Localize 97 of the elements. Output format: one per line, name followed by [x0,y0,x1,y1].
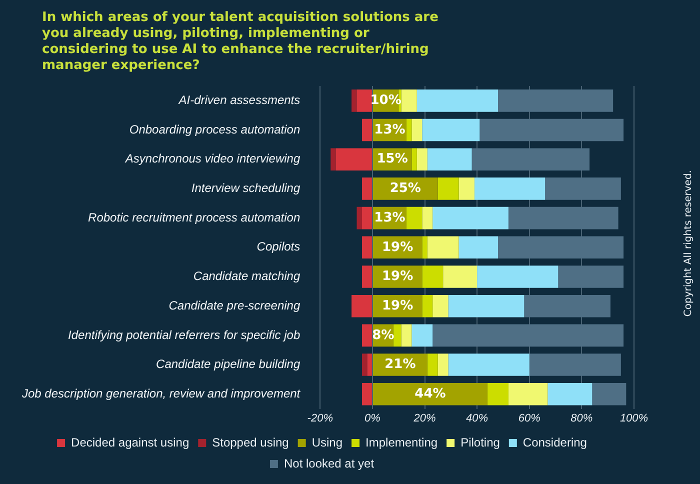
y-tick-label: Candidate pipeline building [156,357,300,372]
bar [356,90,372,112]
legend-label: Not looked at yet [284,456,375,470]
x-tick-label: 40% [466,412,488,424]
bar [412,148,417,171]
bar [352,90,357,112]
legend-label: Stopped using [212,435,289,450]
bar [427,236,459,259]
legend-label: Using [312,435,343,450]
data-label: 19% [382,240,414,255]
bar [432,324,624,347]
bar [416,148,428,171]
bar [362,178,372,200]
bar [401,324,412,347]
bar [362,324,372,347]
bar [416,90,498,112]
bar [422,266,444,288]
bar [524,294,610,318]
bar [422,236,428,259]
bar [412,118,422,142]
bar [422,118,480,142]
bar [362,206,372,230]
data-label: 21% [384,357,416,372]
bar [480,118,624,142]
y-tick-label: AI-driven assessments [178,93,300,108]
bar [432,294,448,318]
bar [422,294,433,318]
data-label: 8% [372,328,394,343]
x-tick-label: 20% [412,412,436,424]
bar [401,90,417,112]
legend-label: Implementing [366,435,438,450]
bar [448,354,530,376]
bar [412,324,433,347]
y-tick-label: Robotic recruitment process automation [88,210,300,224]
bar [474,178,546,200]
legend-label: Decided against using [71,435,190,450]
x-tick-label: 80% [570,412,593,424]
bar [438,178,459,200]
bar [458,178,474,200]
bar [406,206,422,230]
y-tick-label: Candidate matching [193,269,300,284]
bar [352,294,372,318]
bar [362,236,372,259]
bar [362,118,372,142]
data-label: 13% [374,122,406,138]
bar [362,266,372,288]
chart-title: In which areas of your talent acquisition solutions are you already using, piloting, implementing or considering to use AI to enhance the recruiter/hiring manager experience? [42,10,440,74]
data-label: 19% [382,298,414,314]
x-tick-label: -20% [307,412,334,424]
bar [448,294,524,318]
bar [336,148,372,171]
y-tick-label: Identifying potential referrers for specific job [68,328,300,342]
bar [432,206,508,230]
bar [372,382,488,406]
data-label: 13% [374,210,406,226]
bar [356,206,362,230]
bar [498,90,614,112]
bar [330,148,336,171]
data-label: 25% [390,181,421,196]
y-tick-label: Job description generation, review and improvement [20,386,301,400]
bar [498,236,624,259]
bar [545,178,621,200]
bar [427,354,438,376]
bar [472,148,590,171]
bar [406,118,412,142]
bar [592,382,626,406]
bar [508,382,548,406]
bar [548,382,592,406]
bar [488,382,508,406]
y-tick-label: Candidate pre-screening [168,298,300,312]
legend-label: Piloting [460,435,500,450]
data-label: 15% [376,152,408,167]
data-label: 44% [414,386,446,402]
bar [367,354,372,376]
y-tick-label: Asynchronous video interviewing [124,152,300,166]
bar [458,236,498,259]
y-tick-label: Interview scheduling [191,181,300,196]
legend-label: Considering [522,435,587,450]
bar [427,148,472,171]
bar [438,354,448,376]
data-label: 19% [382,269,414,284]
y-tick-label: Onboarding process automation [129,122,300,136]
x-tick-label: 0% [364,412,381,424]
bar [362,354,368,376]
data-label: 10% [370,93,402,108]
y-tick-label: Copilots [256,240,300,254]
text: Copyright All rights reserved. [683,170,694,317]
bar [443,266,478,288]
x-tick-label: 100% [620,412,648,424]
bar [558,266,624,288]
x-tick-label: 60% [518,412,541,424]
bar [508,206,618,230]
bar [529,354,621,376]
bar [422,206,433,230]
bar [477,266,558,288]
bar [393,324,402,347]
bar [362,382,372,406]
